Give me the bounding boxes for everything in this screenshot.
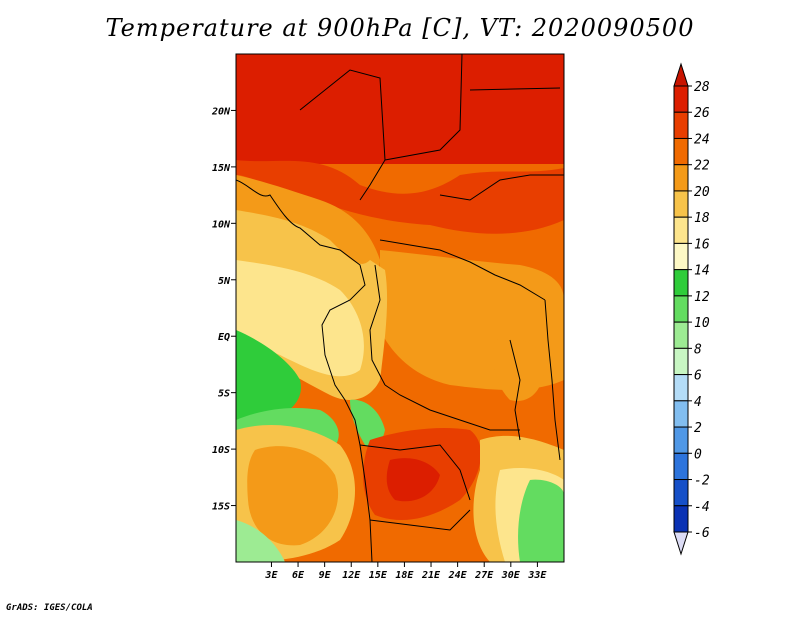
x-axis: 3E 6E 9E 12E 15E 18E 21E 24E 27E 30E 33E [264, 562, 547, 581]
x-tick-label: 30E [501, 570, 521, 581]
x-tick-label: 12E [342, 570, 361, 581]
colorbar-swatch [673, 164, 689, 192]
x-tick-label: 21E [421, 570, 441, 581]
colorbar-label: 18 [694, 211, 710, 226]
colorbar-label: 28 [694, 80, 710, 95]
colorbar-swatch [673, 269, 689, 297]
y-tick-label: 15N [212, 163, 231, 174]
colorbar-label: 0 [694, 447, 702, 462]
colorbar-label: 10 [694, 316, 710, 331]
colorbar-label: 4 [694, 395, 702, 410]
colorbar-swatch [673, 85, 689, 113]
colorbar-label: 8 [694, 342, 702, 357]
colorbar-label: 26 [694, 106, 710, 121]
colorbar-swatch [673, 426, 689, 454]
x-tick-label: 24E [448, 570, 468, 581]
x-tick-label: 18E [395, 570, 414, 581]
y-tick-label: 20N [211, 106, 231, 117]
colorbar-label: 12 [694, 290, 710, 305]
colorbar-label: 2 [694, 421, 702, 436]
x-tick-label: 27E [474, 570, 494, 581]
colorbar-swatch [673, 321, 689, 349]
x-tick-label: 6E [292, 570, 305, 581]
colorbar-over-arrow [673, 62, 689, 87]
colorbar-swatch [673, 216, 689, 244]
y-tick-label: 10S [212, 445, 230, 456]
colorbar-label: 24 [694, 132, 710, 147]
colorbar-swatch [673, 505, 689, 533]
colorbar-label: 6 [694, 369, 702, 384]
credit-text: GrADS: IGES/COLA [6, 603, 93, 613]
colorbar-swatch [673, 295, 689, 323]
colorbar-swatch [673, 242, 689, 271]
y-axis: 15S 10S 5S EQ 5N 10N 15N 20N [211, 106, 236, 513]
country-borders [236, 54, 564, 562]
chart-title: Temperature at 900hPa [C], VT: 202009050… [105, 14, 695, 42]
x-tick-label: 15E [369, 570, 388, 581]
colorbar-label: 20 [694, 185, 710, 200]
y-tick-label: 15S [212, 502, 230, 513]
x-tick-label: 33E [527, 570, 547, 581]
y-tick-label: 5S [218, 389, 230, 400]
colorbar-label: -4 [694, 500, 710, 515]
colorbar-swatch [673, 111, 689, 139]
colorbar-swatch [673, 452, 689, 481]
colorbar-swatch [673, 374, 689, 402]
colorbar-label: -6 [694, 526, 710, 541]
colorbar-label: 14 [694, 264, 710, 279]
colorbar-label: 16 [694, 237, 710, 252]
colorbar-label: 22 [694, 159, 710, 174]
colorbar-under-arrow [673, 531, 689, 556]
colorbar-swatch [673, 479, 689, 507]
colorbar-swatch [673, 190, 689, 218]
x-tick-label: 3E [264, 570, 278, 581]
y-tick-label: 5N [218, 276, 231, 287]
colorbar-swatch [673, 347, 689, 376]
y-tick-label: EQ [218, 332, 230, 343]
colorbar-swatch [673, 400, 689, 428]
y-tick-label: 10N [212, 219, 231, 230]
temperature-field [236, 54, 564, 562]
colorbar-swatch [673, 137, 689, 166]
colorbar-label: -2 [694, 474, 710, 489]
x-tick-label: 9E [319, 570, 332, 581]
map-frame [235, 53, 565, 563]
